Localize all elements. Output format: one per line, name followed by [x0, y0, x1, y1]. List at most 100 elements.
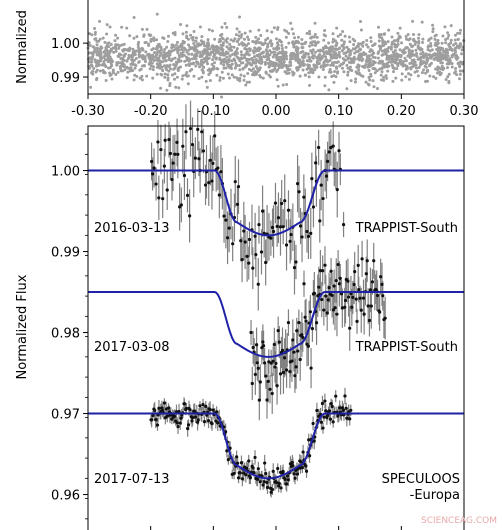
top-point: [167, 56, 171, 60]
top-point: [284, 56, 288, 60]
top-point: [223, 22, 227, 25]
top-point: [140, 46, 144, 50]
top-point: [225, 37, 229, 41]
top-point: [226, 72, 230, 76]
top-point: [452, 43, 455, 47]
top-point: [169, 59, 173, 63]
top-point: [210, 62, 214, 66]
top-point: [442, 66, 446, 70]
top-point: [409, 73, 413, 77]
data-point: [161, 409, 165, 413]
top-point: [103, 40, 107, 44]
top-point: [88, 60, 92, 64]
data-point: [257, 398, 261, 402]
top-point: [237, 30, 241, 34]
data-point: [175, 421, 179, 425]
top-point: [380, 49, 384, 53]
top-point: [335, 47, 339, 51]
data-point: [257, 223, 261, 227]
top-point: [359, 42, 363, 46]
data-point: [271, 229, 276, 234]
top-point: [238, 76, 242, 80]
top-point: [227, 76, 231, 80]
top-point: [114, 49, 118, 53]
data-point: [245, 254, 249, 258]
top-point: [98, 19, 102, 23]
data-point: [178, 421, 182, 425]
top-point: [444, 38, 448, 42]
data-point: [166, 406, 171, 410]
top-point: [280, 47, 284, 51]
top-point: [334, 39, 338, 43]
top-point: [222, 63, 226, 67]
top-point: [199, 39, 203, 43]
data-point: [334, 279, 338, 283]
top-point: [436, 41, 440, 45]
top-point: [331, 63, 335, 67]
data-point: [331, 420, 335, 424]
top-point: [396, 31, 400, 35]
top-point: [114, 43, 118, 47]
top-point: [410, 61, 414, 65]
data-point: [159, 147, 163, 152]
top-point: [180, 77, 184, 81]
data-point: [270, 487, 274, 492]
data-point: [172, 414, 177, 418]
top-point: [105, 45, 109, 49]
top-point: [172, 77, 176, 81]
top-point: [234, 33, 238, 37]
data-point: [282, 356, 287, 360]
top-point: [307, 59, 311, 63]
top-point: [315, 41, 319, 45]
top-point: [289, 52, 293, 56]
top-point: [270, 30, 274, 34]
data-point: [213, 134, 217, 138]
data-point: [211, 161, 215, 165]
top-point: [212, 61, 216, 65]
top-point: [249, 57, 253, 61]
top-point: [140, 74, 144, 78]
top-point: [405, 37, 409, 41]
data-point: [162, 164, 166, 168]
top-point: [202, 57, 206, 61]
data-point: [193, 415, 198, 419]
top-point: [426, 68, 429, 72]
top-point: [98, 37, 102, 41]
data-point: [338, 406, 342, 410]
data-point: [321, 269, 325, 273]
data-point: [338, 276, 342, 280]
top-point: [255, 54, 259, 58]
data-point: [330, 293, 334, 297]
data-point: [266, 379, 270, 383]
data-point: [244, 473, 248, 477]
top-point: [436, 39, 440, 43]
data-point: [269, 361, 273, 365]
top-point: [357, 68, 361, 72]
top-point: [323, 84, 327, 88]
data-point: [188, 126, 193, 131]
top-point: [155, 38, 159, 42]
top-point: [448, 45, 452, 49]
data-point: [233, 180, 237, 184]
data-point: [204, 404, 208, 408]
data-point: [292, 266, 297, 270]
data-point: [300, 235, 304, 239]
top-point: [116, 70, 120, 74]
data-point: [238, 471, 242, 475]
top-point: [404, 75, 408, 79]
top-point: [300, 63, 304, 67]
top-point: [147, 62, 151, 66]
top-point: [114, 33, 118, 37]
top-point: [391, 50, 395, 54]
top-point: [220, 32, 224, 36]
data-point: [329, 269, 333, 273]
data-point: [261, 340, 265, 344]
top-point: [234, 53, 238, 57]
top-point: [345, 45, 349, 49]
top-point: [145, 74, 149, 78]
top-point: [209, 51, 213, 55]
instrument-label-1: TRAPPIST-South: [355, 221, 458, 236]
data-point: [337, 282, 341, 286]
bottom-panel-frame: [87, 125, 465, 530]
top-point: [129, 54, 133, 58]
